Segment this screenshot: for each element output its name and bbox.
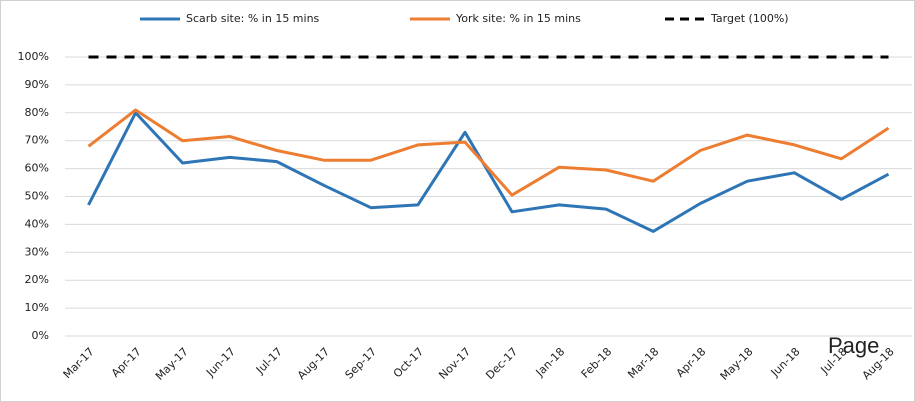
series-line [87, 111, 890, 233]
legend-label: Target (100%) [710, 12, 789, 25]
legend-label: York site: % in 15 mins [455, 12, 581, 25]
y-tick-label: 40% [25, 217, 49, 230]
y-tick-label: 0% [32, 329, 49, 342]
y-tick-label: 30% [25, 245, 49, 258]
y-tick-label: 80% [25, 106, 49, 119]
annotation: Page [828, 333, 879, 358]
y-tick-label: 100% [18, 50, 49, 63]
y-tick-label: 10% [25, 301, 49, 314]
y-tick-label: 70% [25, 134, 49, 147]
y-tick-label: 60% [25, 162, 49, 175]
y-tick-label: 90% [25, 78, 49, 91]
y-tick-label: 20% [25, 273, 49, 286]
series-line [87, 108, 890, 197]
legend-label: Scarb site: % in 15 mins [186, 12, 320, 25]
y-tick-label: 50% [25, 190, 49, 203]
